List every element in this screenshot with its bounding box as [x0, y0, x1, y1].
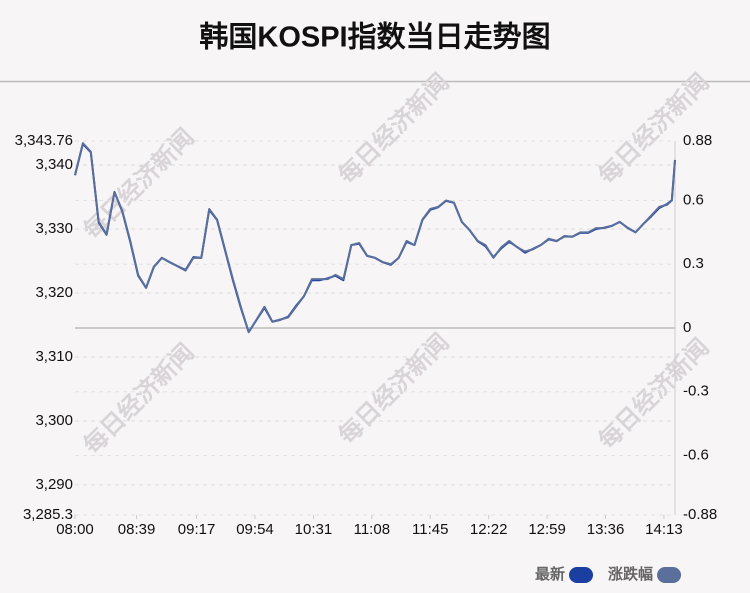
- y2-tick-label: 0: [683, 319, 691, 336]
- watermark: 每日经济新闻: [78, 338, 200, 460]
- y2-tick-label: -0.3: [683, 383, 709, 400]
- x-tick-label: 12:59: [528, 521, 566, 538]
- y2-tick-label: 0.88: [683, 132, 712, 149]
- y-tick-label: 3,340: [35, 156, 73, 173]
- y-tick-label: 3,330: [35, 220, 73, 237]
- x-tick-label: 08:39: [118, 521, 156, 538]
- y-tick-label: 3,310: [35, 348, 73, 365]
- y-tick-label: 3,320: [35, 284, 73, 301]
- x-tick-label: 09:17: [178, 521, 216, 538]
- legend-label: 最新: [535, 565, 565, 583]
- y2-tick-label: 0.6: [683, 191, 704, 208]
- x-tick-label: 11:08: [354, 521, 390, 538]
- x-tick-label: 08:00: [56, 521, 94, 538]
- x-tick-label: 13:36: [587, 521, 625, 538]
- y-tick-label: 3,285.3: [23, 506, 73, 523]
- legend-swatch: [657, 567, 682, 583]
- watermark: 每日经济新闻: [333, 68, 455, 190]
- legend-label: 涨跌幅: [608, 565, 653, 583]
- watermark: 每日经济新闻: [333, 328, 455, 450]
- y-tick-label: 3,300: [35, 412, 73, 429]
- series-line: [74, 142, 676, 334]
- x-tick-label: 14:13: [645, 521, 683, 538]
- watermark: 每日经济新闻: [593, 68, 715, 190]
- y-tick-label: 3,290: [35, 476, 73, 493]
- x-tick-label: 09:54: [236, 521, 274, 538]
- legend-swatch: [569, 567, 594, 583]
- chart-title: 韩国KOSPI指数当日走势图: [199, 21, 550, 54]
- x-tick-label: 11:45: [412, 521, 448, 538]
- y2-tick-label: 0.3: [683, 255, 704, 272]
- x-tick-label: 12:22: [470, 521, 508, 538]
- x-tick-label: 10:31: [295, 521, 333, 538]
- y2-tick-label: -0.6: [683, 446, 709, 463]
- y-tick-label: 3,343.76: [15, 132, 73, 149]
- y2-tick-label: -0.88: [683, 506, 717, 523]
